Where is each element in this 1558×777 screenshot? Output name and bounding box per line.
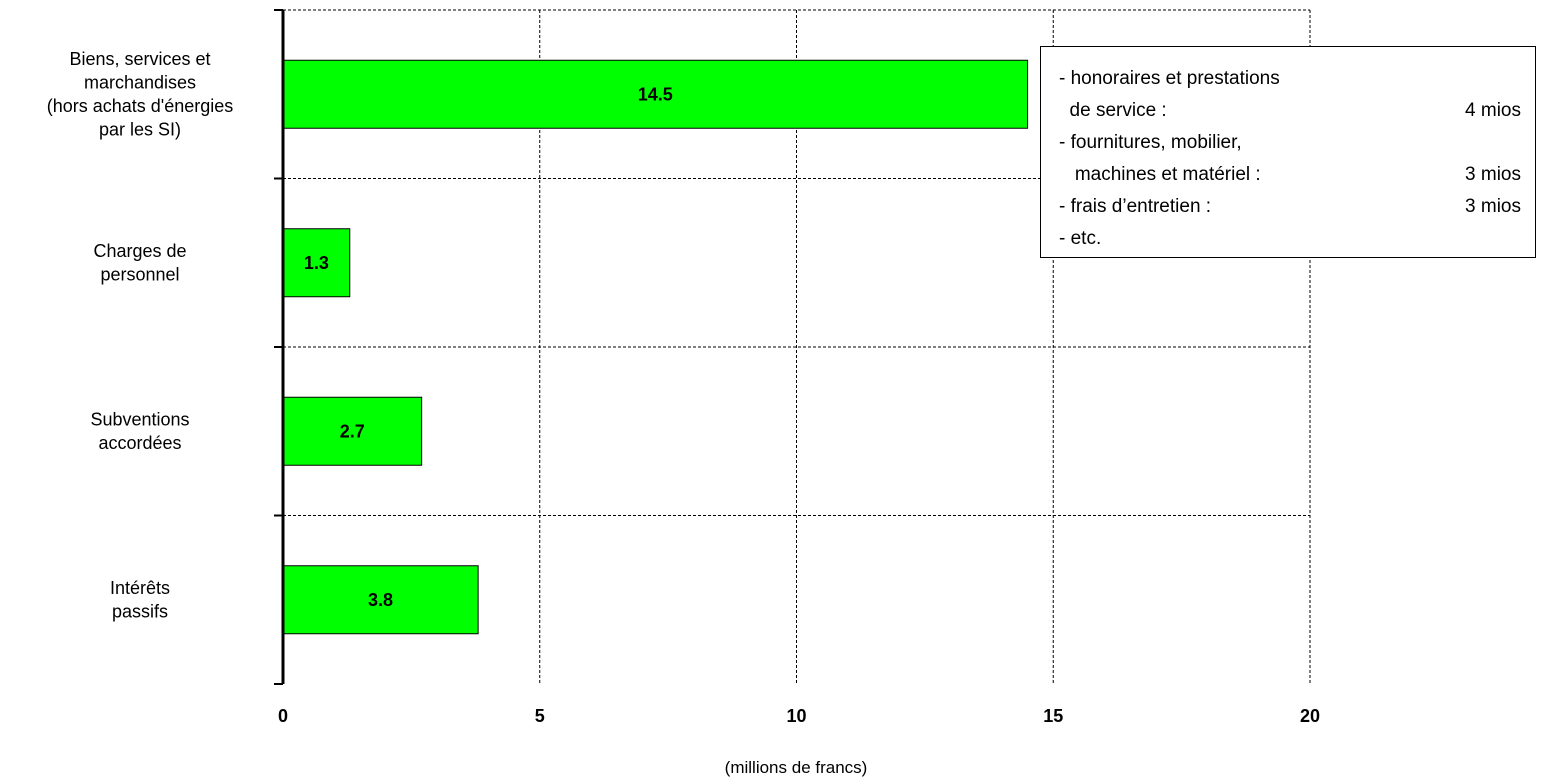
note-amount: 4 mios (1465, 100, 1521, 121)
category-label: Intérêts passifs (110, 578, 170, 622)
bar (282, 59, 1029, 129)
x-tick-label: 20 (1300, 706, 1320, 726)
bar-data-label: 2.7 (340, 421, 365, 441)
note-text: - etc. (1059, 228, 1102, 249)
note-line: machines et matériel : 3 mios (1041, 159, 1535, 191)
note-line: - frais d’entretien : 3 mios (1041, 191, 1535, 223)
note-line: - honoraires et prestations (1041, 63, 1535, 95)
note-text: - fournitures, mobilier, (1059, 132, 1242, 153)
note-text: de service : (1059, 100, 1167, 121)
x-axis-title: (millions de francs) (725, 758, 868, 777)
category-label: Subventions accordées (90, 410, 189, 454)
category-label: Biens, services et marchandises (hors acha… (47, 49, 234, 140)
note-text: - frais d’entretien : (1059, 196, 1212, 217)
axes (274, 9, 285, 685)
bar-data-label: 14.5 (638, 84, 673, 104)
note-text: machines et matériel : (1059, 164, 1261, 185)
x-tick-label: 10 (786, 706, 806, 726)
bar (282, 396, 423, 466)
breakdown-note-box: - honoraires et prestations de service :… (1040, 46, 1536, 258)
note-amount: 3 mios (1465, 196, 1521, 217)
labels: 0 5 10 15 20 14.5 Biens, services et marchandis… (47, 49, 1320, 726)
x-tick-label: 15 (1043, 706, 1063, 726)
bar (282, 228, 351, 298)
note-line: - fournitures, mobilier, (1041, 127, 1535, 159)
x-tick-label: 5 (535, 706, 545, 726)
note-text: - honoraires et prestations (1059, 68, 1280, 89)
bar-data-label: 3.8 (368, 590, 393, 610)
note-amount: 3 mios (1465, 164, 1521, 185)
note-line: - etc. (1041, 223, 1535, 255)
bar-data-label: 1.3 (304, 253, 329, 273)
category-label: Charges de personnel (93, 241, 186, 285)
x-tick-label: 0 (278, 706, 288, 726)
note-line: de service : 4 mios (1041, 95, 1535, 127)
